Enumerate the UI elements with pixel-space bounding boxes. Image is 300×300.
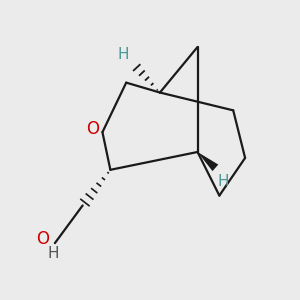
Polygon shape: [198, 152, 218, 171]
Text: H: H: [47, 245, 59, 260]
Text: H: H: [218, 174, 229, 189]
Text: H: H: [118, 46, 129, 62]
Text: O: O: [36, 230, 49, 248]
Text: O: O: [86, 120, 99, 138]
